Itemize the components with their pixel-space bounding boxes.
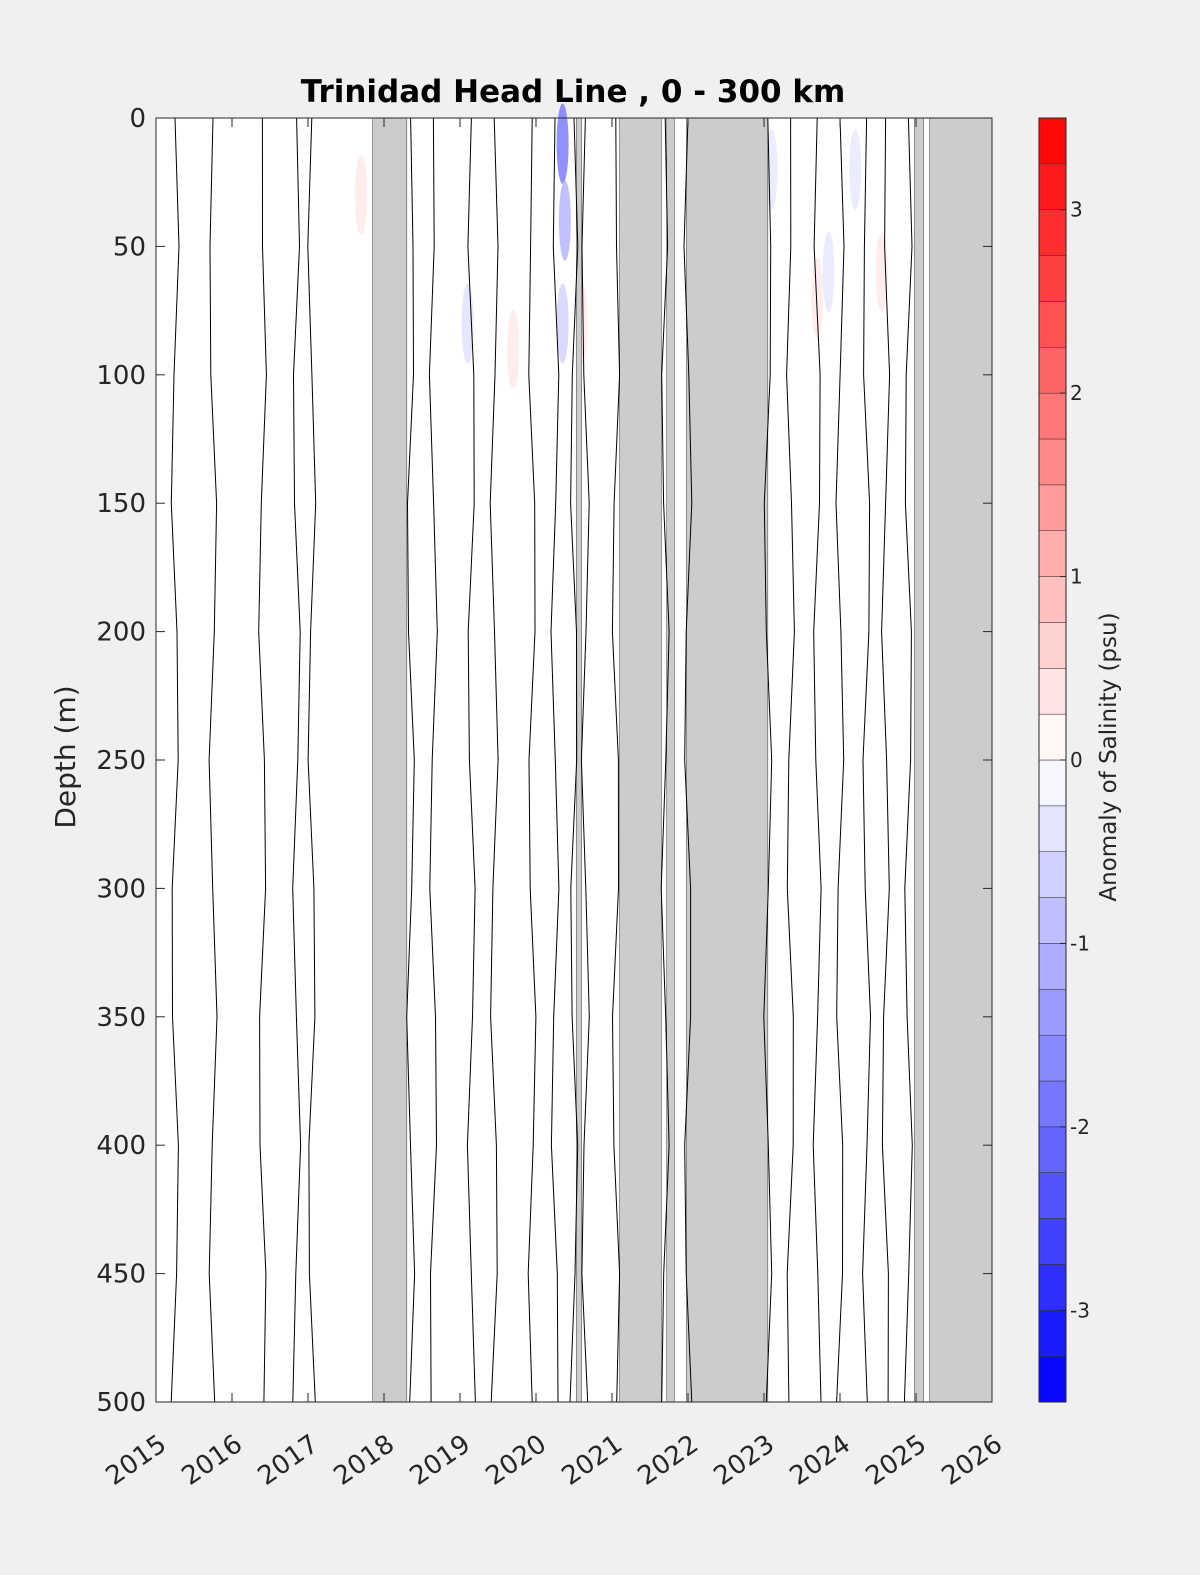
colorbar-cell [1038,759,1067,807]
zero-contour [786,117,795,1403]
zero-contour [812,117,822,1403]
anomaly-patch [556,103,569,184]
missing-data-band [929,117,993,1403]
colorbar-cell [1038,1310,1067,1357]
anomaly-patch [811,257,824,338]
zero-contour [170,117,180,1403]
anomaly-patch [822,232,835,313]
zero-contour [580,117,590,1403]
zero-contour [292,117,302,1403]
colorbar-cell [1038,163,1067,210]
zero-contour [489,117,499,1403]
y-tick-label: 100 [96,361,146,391]
zero-contour [428,117,438,1403]
colorbar-cell [1038,851,1067,898]
missing-data-band [686,117,769,1403]
zero-contours [170,117,913,1403]
y-tick-label: 300 [96,874,146,904]
colorbar-cell [1038,209,1067,256]
colorbar-tick-label: -3 [1070,1298,1090,1322]
colorbar-cell [1038,897,1067,944]
colorbar-ticks: -3 -2 -1 0 1 2 3 [1060,198,1090,1322]
anomaly-patch [556,283,569,364]
colorbar-tick-label: 2 [1070,381,1083,405]
colorbar-cell [1038,530,1067,577]
colorbar-cell [1038,255,1067,302]
colorbar-cell [1038,1355,1067,1403]
zero-contour [881,117,891,1403]
y-tick-label: 200 [96,618,146,648]
colorbar-cell [1038,989,1067,1036]
y-tick-label: 250 [96,746,146,776]
missing-data-band [914,117,924,1403]
zero-contour [550,117,560,1403]
colorbar: -3 -2 -1 0 1 2 3 [1038,117,1090,1403]
colorbar-cell [1038,117,1067,165]
plot-area: 2015 2016 2017 2018 2019 2020 2021 2022 2023 2024… [96,103,1008,1492]
colorbar-cell [1038,1080,1067,1128]
zero-contour [660,117,670,1403]
zero-contour [208,117,218,1403]
zero-contour [258,117,267,1403]
colorbar-cell [1038,347,1067,394]
zero-contour [835,117,845,1403]
colorbar-cell [1038,1218,1067,1265]
anomaly-patch [355,155,368,236]
y-axis: 0 50 100 150 200 250 300 350 400 450 500 [96,104,992,1418]
zero-contour [903,117,913,1403]
missing-data-band [619,117,662,1403]
colorbar-cell [1038,484,1067,531]
colorbar-cell [1038,713,1067,761]
y-tick-label: 500 [96,1388,146,1418]
chart-title: Trinidad Head Line , 0 - 300 km [301,74,846,110]
zero-contour [763,117,773,1403]
colorbar-cell [1038,1264,1067,1311]
zero-contour [862,117,872,1403]
colorbar-tick-label: 3 [1070,198,1083,222]
zero-contour [406,117,416,1403]
colorbar-cell [1038,438,1067,486]
zero-contour [569,117,579,1403]
colorbar-tick-label: 1 [1070,565,1083,589]
zero-contour [307,117,317,1403]
missing-data-band [666,117,675,1403]
colorbar-label: Anomaly of Salinity (psu) [1096,612,1122,901]
colorbar-cell [1038,943,1067,990]
plot-background [156,118,992,1402]
anomaly-patch [507,309,520,390]
colorbar-cell [1038,392,1067,440]
colorbar-cell [1038,668,1067,715]
zero-contour [527,117,537,1403]
colorbar-tick-label: -1 [1070,931,1090,955]
colorbar-cell [1038,1034,1067,1082]
y-tick-label: 400 [96,1131,146,1161]
zero-contour [611,117,621,1403]
missing-data-band [372,117,408,1403]
y-tick-label: 50 [113,232,146,262]
colorbar-cell [1038,622,1067,669]
colorbar-cells [1038,117,1067,1403]
y-tick-label: 150 [96,489,146,519]
y-axis-label: Depth (m) [49,685,82,828]
zero-contour [466,117,476,1403]
zero-contour [683,117,693,1403]
missing-data-bands [372,117,993,1403]
colorbar-tick-label: 0 [1070,748,1083,772]
colorbar-cell [1038,805,1067,852]
y-tick-label: 450 [96,1260,146,1290]
colorbar-cell [1038,1126,1067,1173]
colorbar-tick-label: -2 [1070,1115,1090,1139]
colorbar-cell [1038,576,1067,623]
anomaly-patch [849,129,862,210]
colorbar-cell [1038,1172,1067,1219]
y-tick-label: 0 [129,104,146,134]
colorbar-cell [1038,301,1067,348]
y-tick-label: 350 [96,1003,146,1033]
anomaly-patch [558,180,571,261]
